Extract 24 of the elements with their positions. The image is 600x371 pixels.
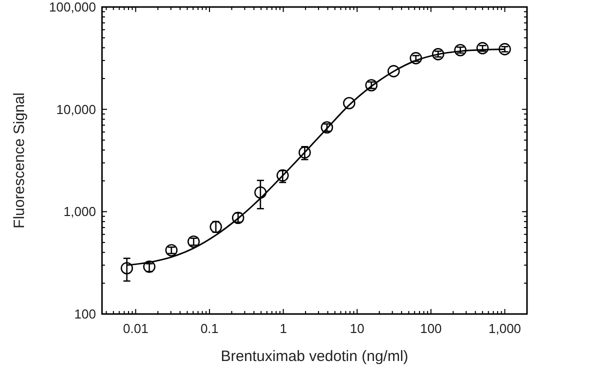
y-axis-title: Fluorescence Signal bbox=[11, 92, 28, 228]
y-tick-label: 10,000 bbox=[56, 102, 96, 117]
x-tick-label: 0.01 bbox=[123, 321, 148, 336]
x-axis-title: Brentuximab vedotin (ng/ml) bbox=[220, 348, 408, 365]
point bbox=[432, 48, 444, 60]
y-tick-label: 100 bbox=[74, 306, 96, 322]
y-tick-label: 100,000 bbox=[49, 0, 96, 15]
y-tick-label: 1,000 bbox=[63, 204, 96, 220]
point bbox=[410, 52, 422, 64]
point bbox=[254, 186, 267, 199]
point bbox=[454, 44, 466, 56]
point bbox=[476, 42, 489, 54]
x-tick-label: 10 bbox=[350, 321, 364, 336]
point bbox=[143, 260, 156, 273]
x-tick-label: 1,000 bbox=[488, 321, 522, 336]
point bbox=[187, 235, 200, 248]
point bbox=[388, 65, 400, 78]
point bbox=[165, 244, 178, 256]
point bbox=[498, 43, 511, 56]
point bbox=[120, 262, 134, 274]
x-tick-label: 1 bbox=[280, 321, 287, 336]
x-tick-label: 100 bbox=[420, 321, 442, 336]
point bbox=[343, 96, 356, 110]
x-tick-label: 0.1 bbox=[200, 321, 219, 336]
